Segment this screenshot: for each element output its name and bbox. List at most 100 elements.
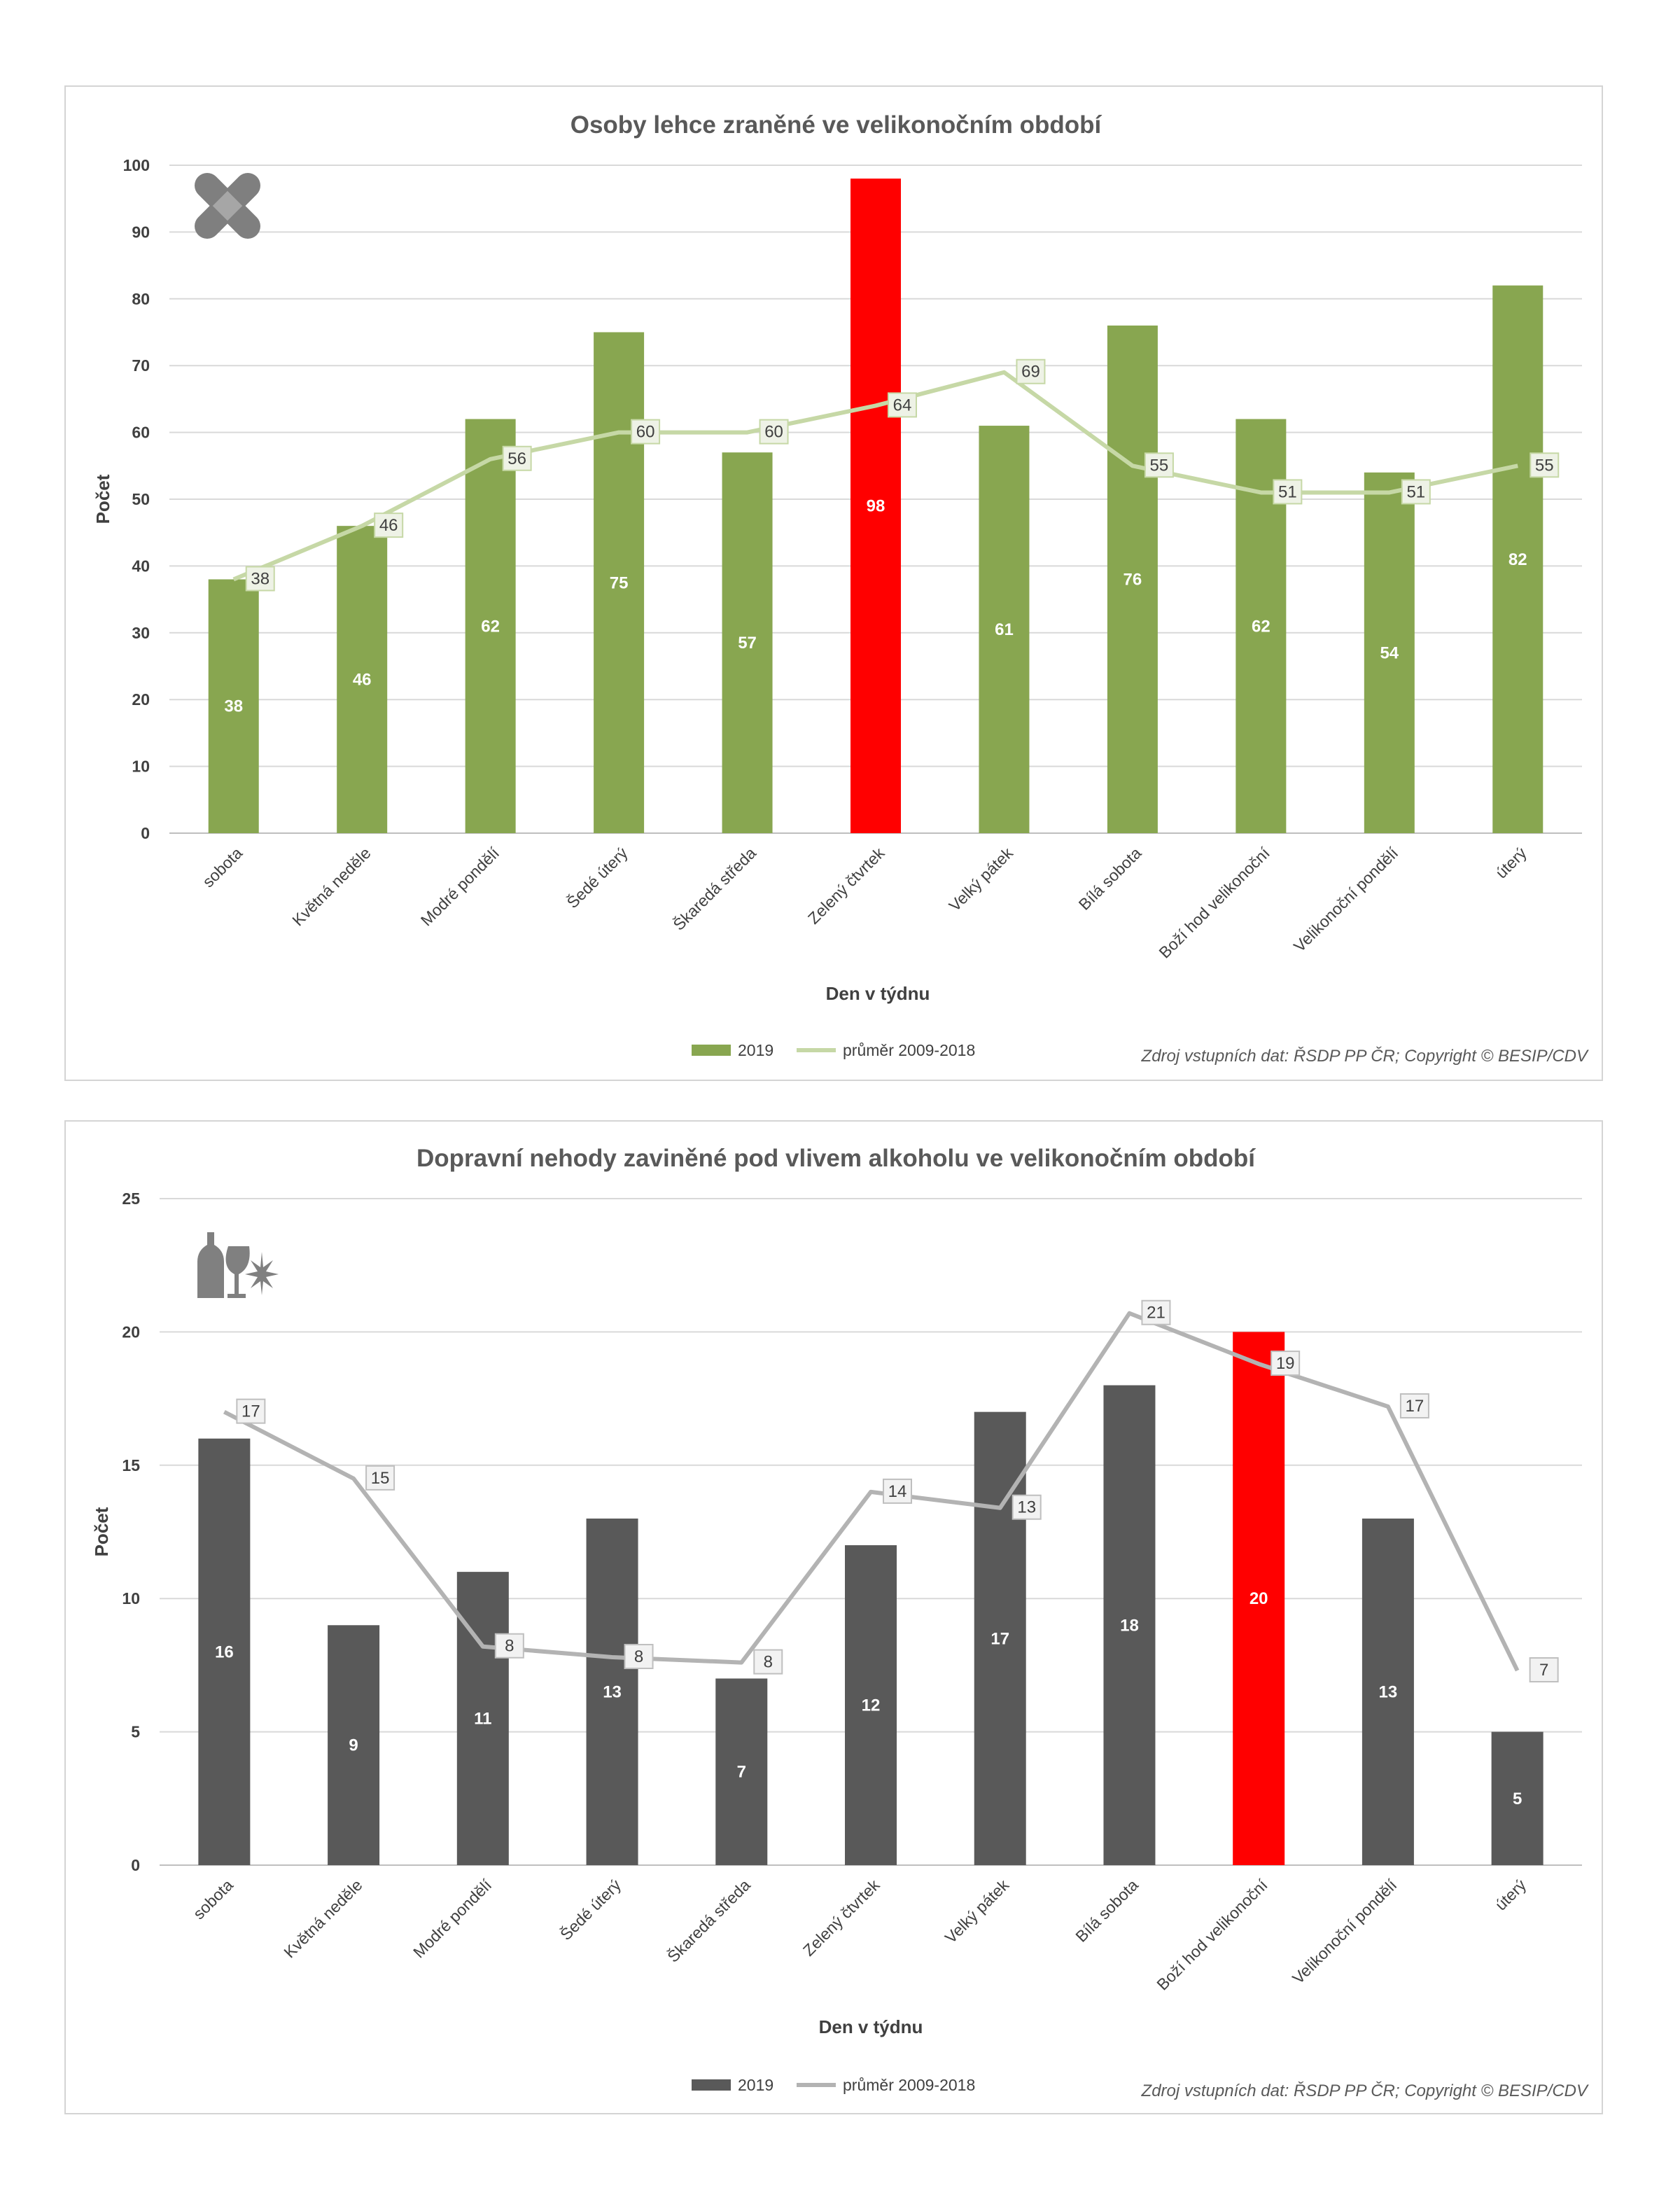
bar-2019-10 xyxy=(1492,285,1544,834)
source-note: Zdroj vstupních dat: ŘSDP PP ČR; Copyrig… xyxy=(1141,1046,1589,1066)
average-value-label: 21 xyxy=(1147,1304,1166,1323)
average-value-label: 51 xyxy=(1278,482,1297,501)
average-value-label: 15 xyxy=(371,1469,390,1488)
bar-2019-0 xyxy=(208,579,259,833)
x-tick-label: Bílá sobota xyxy=(1072,1876,1142,1946)
x-tick-label: Květná neděle xyxy=(288,844,374,929)
bar-value-label: 57 xyxy=(738,634,757,653)
bar-2019-1 xyxy=(337,526,388,833)
average-value-label: 38 xyxy=(251,569,270,588)
y-tick-label: 15 xyxy=(122,1456,140,1474)
bar-2019-3 xyxy=(586,1518,638,1865)
x-tick-label: Velký pátek xyxy=(945,844,1016,915)
x-tick-label: Modré pondělí xyxy=(410,1876,496,1962)
wine-glass-shape xyxy=(225,1246,250,1298)
bar-2019-6 xyxy=(979,426,1030,833)
x-tick-label: Modré pondělí xyxy=(417,844,503,930)
x-tick-label: sobota xyxy=(199,844,246,891)
bar-value-label: 18 xyxy=(1120,1616,1139,1635)
bar-2019-2 xyxy=(465,419,516,833)
x-tick-label: úterý xyxy=(1492,844,1530,882)
bar-value-label: 5 xyxy=(1513,1790,1522,1808)
cannabis-leaf-shape xyxy=(245,1252,279,1295)
y-tick-label: 40 xyxy=(132,557,150,575)
average-value-label: 8 xyxy=(505,1637,514,1656)
x-tick-label: Velikonoční pondělí xyxy=(1290,844,1402,956)
average-label-box xyxy=(502,445,532,471)
x-tick-label: Zelený čtvrtek xyxy=(804,844,888,928)
average-value-label: 14 xyxy=(888,1482,907,1501)
y-tick-label: 90 xyxy=(132,223,150,241)
average-label-box xyxy=(374,512,404,538)
average-value-label: 56 xyxy=(507,449,526,468)
legend-line-label: průměr 2009-2018 xyxy=(843,2076,975,2094)
bar-value-label: 16 xyxy=(215,1642,234,1661)
y-tick-label: 20 xyxy=(132,690,150,709)
y-tick-label: 10 xyxy=(122,1589,140,1607)
average-label-box xyxy=(1399,1393,1429,1419)
average-value-label: 60 xyxy=(636,423,655,442)
average-line xyxy=(232,370,1518,582)
bottle-shape xyxy=(197,1232,224,1298)
average-label-box xyxy=(1530,452,1560,478)
legend-line-label: průměr 2009-2018 xyxy=(843,1041,975,1059)
x-tick-label: Květná neděle xyxy=(280,1876,365,1961)
average-label-box xyxy=(1270,1351,1301,1376)
average-value-label: 17 xyxy=(1406,1397,1424,1416)
average-label-box xyxy=(1144,452,1174,478)
bar-value-label: 17 xyxy=(990,1629,1009,1648)
y-tick-label: 0 xyxy=(141,824,150,842)
average-label-box xyxy=(245,566,275,592)
average-value-label: 60 xyxy=(764,423,783,442)
bar-2019-7 xyxy=(1107,325,1158,834)
bar-2019-0 xyxy=(198,1438,251,1865)
y-axis-label: Počet xyxy=(92,474,113,524)
x-tick-label: Velikonoční pondělí xyxy=(1289,1876,1401,1988)
bar-value-label: 62 xyxy=(1252,617,1270,636)
average-label-box xyxy=(1529,1657,1559,1683)
bar-value-label: 38 xyxy=(224,697,243,716)
x-tick-label: Zelený čtvrtek xyxy=(799,1876,883,1960)
average-label-box xyxy=(624,1643,654,1669)
bandage-icon xyxy=(195,173,260,239)
average-label-box xyxy=(883,1478,912,1504)
bar-2019-10 xyxy=(1491,1731,1544,1865)
y-tick-label: 0 xyxy=(131,1856,140,1874)
bar-value-label: 61 xyxy=(995,620,1014,639)
legend-bar-swatch xyxy=(692,2079,731,2091)
y-tick-label: 60 xyxy=(132,424,150,442)
bar-2019-5 xyxy=(850,179,901,833)
bar-2019-9 xyxy=(1362,1518,1414,1865)
x-tick-label: Velký pátek xyxy=(941,1876,1013,1947)
bar-2019-1 xyxy=(328,1625,380,1865)
average-value-label: 55 xyxy=(1150,456,1169,475)
y-tick-label: 10 xyxy=(132,758,150,776)
average-value-label: 69 xyxy=(1021,363,1040,382)
y-tick-label: 70 xyxy=(132,356,150,375)
y-tick-label: 30 xyxy=(132,624,150,642)
x-tick-label: Boží hod velikonoční xyxy=(1153,1876,1271,1994)
bar-value-label: 20 xyxy=(1250,1589,1268,1608)
bar-value-label: 98 xyxy=(867,497,886,516)
average-value-label: 51 xyxy=(1406,482,1425,501)
legend-bar-label: 2019 xyxy=(738,1041,774,1059)
average-label-box xyxy=(494,1633,524,1659)
legend-bar-swatch xyxy=(692,1045,731,1056)
legend-bar-label: 2019 xyxy=(738,2076,774,2094)
bar-2019-8 xyxy=(1233,1332,1285,1865)
x-axis-label: Den v týdnu xyxy=(819,2016,923,2037)
average-label-box xyxy=(1401,479,1431,505)
bar-value-label: 76 xyxy=(1124,570,1142,589)
bar-value-label: 82 xyxy=(1508,550,1527,569)
bar-value-label: 54 xyxy=(1380,643,1399,662)
bar-value-label: 7 xyxy=(737,1763,746,1782)
chart-injured: Osoby lehce zraněné ve velikonočním obdo… xyxy=(92,111,1589,1066)
average-label-box xyxy=(236,1398,266,1424)
average-value-label: 17 xyxy=(241,1402,260,1421)
bar-value-label: 13 xyxy=(1379,1682,1398,1701)
y-tick-label: 25 xyxy=(122,1190,140,1208)
bar-value-label: 9 xyxy=(349,1736,358,1755)
bar-value-label: 13 xyxy=(603,1682,622,1701)
average-label-box xyxy=(1141,1299,1171,1325)
y-tick-label: 80 xyxy=(132,290,150,308)
